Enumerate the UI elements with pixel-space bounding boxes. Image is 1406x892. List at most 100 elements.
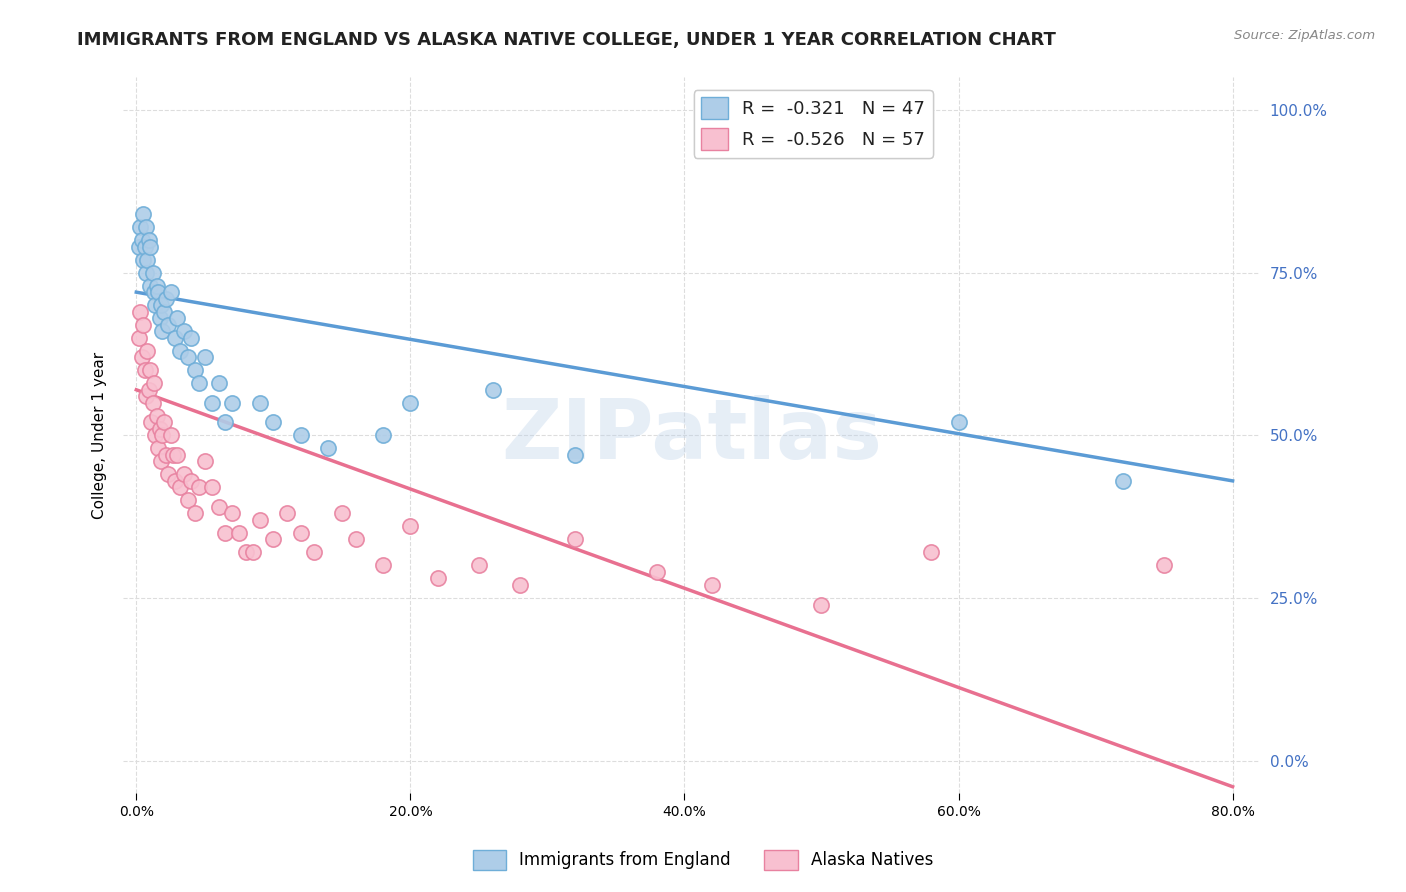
Point [276, 507, 298, 521]
Point [139, 239, 162, 253]
Point [214, 415, 236, 429]
Point [134, 363, 156, 377]
Point [221, 507, 243, 521]
Point [399, 396, 422, 410]
Text: IMMIGRANTS FROM ENGLAND VS ALASKA NATIVE COLLEGE, UNDER 1 YEAR CORRELATION CHART: IMMIGRANTS FROM ENGLAND VS ALASKA NATIVE… [77, 31, 1056, 49]
Point [163, 331, 186, 345]
Point [177, 493, 200, 508]
Point [180, 474, 202, 488]
Point [509, 578, 531, 592]
Point [143, 376, 166, 391]
Point [173, 467, 195, 482]
Point [146, 278, 169, 293]
Point [146, 409, 169, 423]
Point [141, 415, 163, 429]
Point [135, 389, 157, 403]
Legend: R =  -0.321   N = 47, R =  -0.526   N = 57: R = -0.321 N = 47, R = -0.526 N = 57 [693, 90, 932, 158]
Point [148, 442, 170, 456]
Point [148, 285, 170, 300]
Point [132, 207, 155, 221]
Point [184, 363, 207, 377]
Point [136, 252, 159, 267]
Point [1112, 474, 1135, 488]
Point [201, 480, 224, 494]
Point [156, 467, 179, 482]
Point [399, 519, 422, 533]
Point [290, 525, 312, 540]
Point [304, 545, 326, 559]
Point [180, 331, 202, 345]
Point [194, 350, 217, 364]
Point [149, 311, 172, 326]
Point [188, 376, 211, 391]
Point [128, 331, 150, 345]
Point [194, 454, 217, 468]
Point [948, 415, 970, 429]
Point [1153, 558, 1175, 573]
Point [221, 396, 243, 410]
Point [156, 318, 179, 332]
Point [129, 304, 152, 318]
Point [132, 318, 155, 332]
Point [131, 350, 153, 364]
Point [235, 545, 257, 559]
Point [149, 454, 172, 468]
Point [169, 343, 191, 358]
Point [920, 545, 942, 559]
Point [155, 292, 177, 306]
Point [228, 525, 250, 540]
Point [128, 239, 150, 253]
Point [143, 285, 166, 300]
Point [159, 428, 181, 442]
Point [163, 474, 186, 488]
Point [810, 598, 832, 612]
Point [135, 220, 157, 235]
Point [371, 428, 394, 442]
Point [155, 448, 177, 462]
Point [426, 572, 449, 586]
Point [249, 396, 271, 410]
Point [145, 298, 167, 312]
Point [152, 415, 174, 429]
Point [135, 266, 157, 280]
Point [316, 442, 339, 456]
Point [138, 233, 160, 247]
Point [207, 500, 229, 514]
Point [150, 324, 173, 338]
Point [142, 396, 165, 410]
Point [145, 428, 167, 442]
Point [150, 428, 173, 442]
Point [700, 578, 723, 592]
Point [173, 324, 195, 338]
Point [152, 304, 174, 318]
Point [177, 350, 200, 364]
Point [249, 513, 271, 527]
Point [139, 363, 162, 377]
Point [645, 565, 668, 579]
Point [136, 343, 159, 358]
Point [132, 252, 155, 267]
Point [371, 558, 394, 573]
Legend: Immigrants from England, Alaska Natives: Immigrants from England, Alaska Natives [465, 843, 941, 877]
Point [188, 480, 211, 494]
Point [564, 448, 586, 462]
Point [184, 507, 207, 521]
Point [214, 525, 236, 540]
Point [290, 428, 312, 442]
Point [330, 507, 353, 521]
Point [468, 558, 491, 573]
Point [262, 415, 284, 429]
Point [166, 448, 188, 462]
Point [262, 533, 284, 547]
Point [134, 239, 156, 253]
Point [129, 220, 152, 235]
Point [201, 396, 224, 410]
Point [564, 533, 586, 547]
Point [139, 278, 162, 293]
Point [162, 448, 184, 462]
Point [149, 298, 172, 312]
Point [207, 376, 229, 391]
Point [242, 545, 264, 559]
Text: ZIPatlas: ZIPatlas [501, 395, 882, 475]
Point [169, 480, 191, 494]
